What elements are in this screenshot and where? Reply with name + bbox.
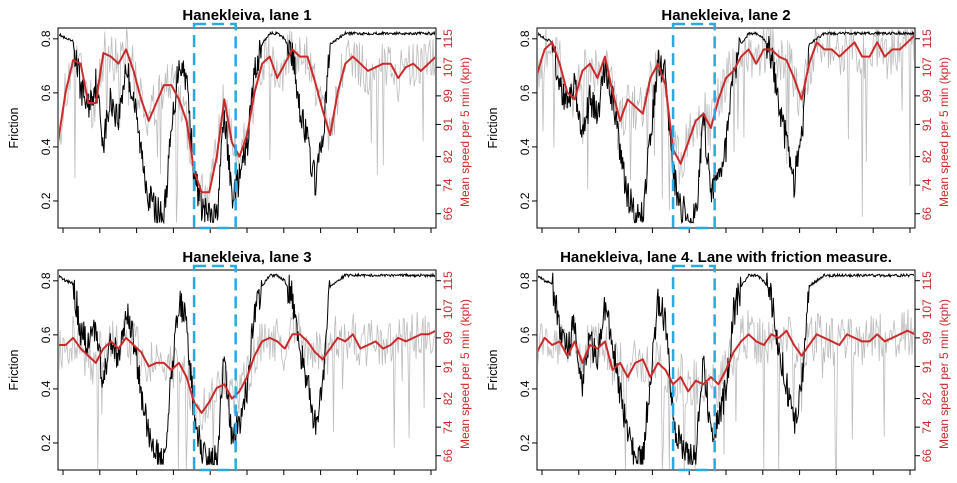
y-right-tick-label: 91 <box>441 359 455 373</box>
y-left-axis-label: Friction <box>486 107 500 148</box>
y-right-tick-label: 74 <box>920 420 934 434</box>
y-right-tick-label: 82 <box>441 150 455 164</box>
y-right-axis-label: Mean speed per 5 min (kph) <box>458 57 472 207</box>
series-speed-smooth <box>59 330 435 414</box>
y-right-tick-label: 66 <box>441 449 455 463</box>
y-left-axis-label: Friction <box>7 107 21 148</box>
series-friction <box>538 30 914 225</box>
y-right-tick-label: 82 <box>920 150 934 164</box>
y-left-tick-label: 0.8 <box>39 30 53 47</box>
y-left-tick-label: 0.2 <box>518 434 532 451</box>
y-left-tick-label: 0.6 <box>518 326 532 343</box>
y-right-tick-label: 99 <box>920 89 934 103</box>
y-right-tick-label: 99 <box>920 331 934 345</box>
y-right-tick-label: 115 <box>920 29 934 48</box>
highlight-box <box>671 264 716 472</box>
series-speed-raw <box>59 311 435 469</box>
y-left-tick-label: 0.8 <box>518 272 532 289</box>
y-right-tick-label: 66 <box>441 207 455 221</box>
y-right-tick-label: 115 <box>441 271 455 290</box>
y-left-tick-label: 0.2 <box>39 192 53 209</box>
plot-area <box>59 29 435 225</box>
y-right-tick-label: 66 <box>920 207 934 221</box>
y-right-tick-label: 91 <box>441 117 455 131</box>
highlight-box <box>192 22 237 230</box>
y-right-tick-label: 115 <box>920 271 934 290</box>
y-right-axis-label: Mean speed per 5 min (kph) <box>458 299 472 449</box>
highlight-box <box>671 22 716 230</box>
y-right-tick-label: 99 <box>441 331 455 345</box>
plot-area <box>59 272 435 469</box>
y-left-tick-label: 0.4 <box>518 138 532 155</box>
chart-title: Hanekleiva, lane 2 <box>661 7 790 24</box>
y-right-tick-label: 91 <box>920 117 934 131</box>
series-speed-smooth <box>59 48 435 194</box>
plot-frame <box>536 27 916 229</box>
chart-svg: Hanekleiva, lane 3 0.2 0.4 0.6 0.8 Friction 66… <box>7 249 472 475</box>
y-left-tick-label: 0.8 <box>39 272 53 289</box>
plot-area <box>538 29 914 225</box>
series-speed-raw <box>538 29 914 217</box>
y-left-tick-label: 0.6 <box>39 84 53 101</box>
y-left-tick-label: 0.6 <box>518 84 532 101</box>
chart-svg: Hanekleiva, lane 4. Lane with friction m… <box>486 249 951 475</box>
y-right-tick-label: 107 <box>920 57 934 77</box>
series-speed-smooth <box>538 34 914 165</box>
y-right-tick-label: 74 <box>920 178 934 192</box>
y-left-tick-label: 0.2 <box>39 434 53 451</box>
chart-panel-lane-4: Hanekleiva, lane 4. Lane with friction m… <box>479 242 957 483</box>
y-right-axis-label: Mean speed per 5 min (kph) <box>937 299 951 449</box>
chart-title: Hanekleiva, lane 3 <box>182 249 311 266</box>
y-right-tick-label: 66 <box>920 449 934 463</box>
highlight-box <box>192 264 237 472</box>
y-right-tick-label: 74 <box>441 420 455 434</box>
y-right-tick-label: 99 <box>441 89 455 103</box>
series-speed-smooth <box>538 329 914 393</box>
y-right-tick-label: 91 <box>920 359 934 373</box>
y-left-axis-label: Friction <box>7 349 21 390</box>
chart-svg: Hanekleiva, lane 1 0.2 0.4 0.6 0.8 Friction 66… <box>7 7 472 233</box>
chart-panel-lane-1: Hanekleiva, lane 1 0.2 0.4 0.6 0.8 Friction 66… <box>0 0 478 241</box>
y-left-tick-label: 0.4 <box>39 138 53 155</box>
series-friction <box>59 272 435 466</box>
chart-title: Hanekleiva, lane 1 <box>182 7 311 24</box>
y-right-tick-label: 82 <box>920 392 934 406</box>
y-left-axis-label: Friction <box>486 349 500 390</box>
y-left-tick-label: 0.2 <box>518 192 532 209</box>
chart-title: Hanekleiva, lane 4. Lane with friction m… <box>560 249 892 266</box>
y-right-tick-label: 107 <box>441 57 455 77</box>
y-left-tick-label: 0.4 <box>518 380 532 397</box>
y-left-tick-label: 0.8 <box>518 30 532 47</box>
y-right-tick-label: 115 <box>441 29 455 48</box>
chart-panel-lane-3: Hanekleiva, lane 3 0.2 0.4 0.6 0.8 Friction 66… <box>0 242 478 483</box>
y-right-tick-label: 74 <box>441 178 455 192</box>
chart-svg: Hanekleiva, lane 2 0.2 0.4 0.6 0.8 Friction 66… <box>486 7 951 233</box>
plot-frame <box>57 27 437 229</box>
y-right-tick-label: 82 <box>441 392 455 406</box>
plot-area <box>538 272 914 469</box>
y-right-tick-label: 107 <box>441 299 455 319</box>
y-left-tick-label: 0.6 <box>39 326 53 343</box>
plot-frame <box>57 269 437 471</box>
chart-panel-lane-2: Hanekleiva, lane 2 0.2 0.4 0.6 0.8 Friction 66… <box>479 0 957 241</box>
y-left-tick-label: 0.4 <box>39 380 53 397</box>
y-right-tick-label: 107 <box>920 299 934 319</box>
y-right-axis-label: Mean speed per 5 min (kph) <box>937 57 951 207</box>
